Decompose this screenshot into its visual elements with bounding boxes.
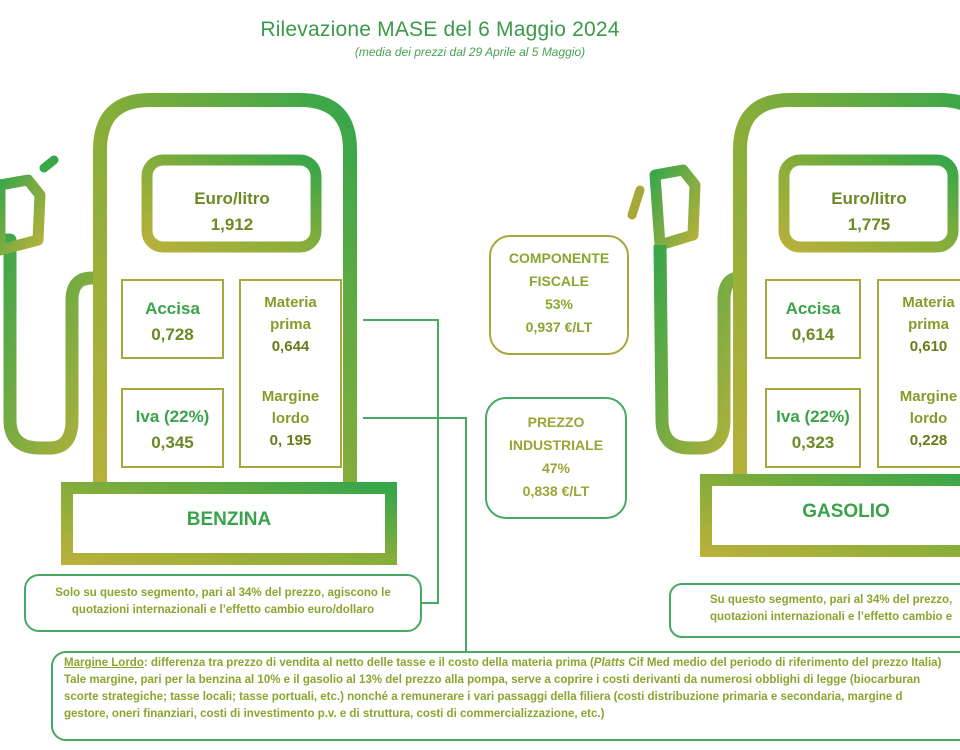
footnote-line2: Tale margine, pari per la benzina al 10%… xyxy=(64,674,921,686)
gasolio-materia-value: 0,610 xyxy=(909,338,948,355)
footnote-term: Margine Lordo xyxy=(64,657,144,669)
gasolio-iva-value: 0,323 xyxy=(791,433,835,452)
benzina-note-line1: Solo su questo segmento, pari al 34% del… xyxy=(55,587,391,599)
gasolio-name: GASOLIO xyxy=(802,501,890,522)
gasolio-note-line1: Su questo segmento, pari al 34% del prez… xyxy=(710,594,953,606)
page-subtitle: (media dei prezzi dal 29 Aprile al 5 Mag… xyxy=(354,45,586,59)
benzina-note-line2: quotazioni internazionali e l’effetto ca… xyxy=(71,604,375,616)
benzina-pump-icon xyxy=(0,93,397,565)
gasolio-materia-label-1: Materia xyxy=(902,294,955,311)
footnote-bubble xyxy=(51,651,960,741)
footnote-part2: Cif Med medio del periodo di riferimento… xyxy=(625,657,942,669)
componente-fiscale-value: 0,937 €/LT xyxy=(525,319,593,335)
footnote-part1: : differenza tra prezzo di vendita al ne… xyxy=(143,657,594,669)
componente-fiscale-bubble xyxy=(489,235,629,355)
gasolio-margine-lordo: Margine lordo 0,228 xyxy=(878,386,960,452)
gasolio-note: Su questo segmento, pari al 34% del prez… xyxy=(676,592,960,626)
gasolio-materia-prima: Materia prima 0,610 xyxy=(878,292,960,358)
gasolio-note-line2: quotazioni internazionali e l’effetto ca… xyxy=(710,611,953,623)
benzina-margine-lordo: Margine lordo 0, 195 xyxy=(240,386,341,452)
benzina-price-label: Euro/litro xyxy=(194,189,270,208)
benzina-accisa-value: 0,728 xyxy=(151,325,194,344)
gasolio-price: Euro/litro 1,775 xyxy=(789,186,949,238)
gasolio-accisa-label: Accisa xyxy=(785,299,841,318)
benzina-accisa: Accisa 0,728 xyxy=(122,296,223,348)
benzina-iva-value: 0,345 xyxy=(151,433,194,452)
componente-fiscale-line1: COMPONENTE xyxy=(508,250,610,266)
benzina-margine-label-2: lordo xyxy=(271,410,310,427)
prezzo-industriale-bubble xyxy=(485,397,627,519)
gasolio-note-bubble xyxy=(669,583,960,638)
page-title: Rilevazione MASE del 6 Maggio 2024 xyxy=(260,18,620,41)
benzina-materia-prima: Materia prima 0,644 xyxy=(240,292,341,358)
footnote-line4: gestore, oneri finanziari, costi di inve… xyxy=(64,708,605,720)
gasolio-iva: Iva (22%) 0,323 xyxy=(766,404,860,456)
benzina-name: BENZINA xyxy=(186,509,272,530)
footnote-line1: Margine Lordo: differenza tra prezzo di … xyxy=(64,655,960,672)
gasolio-margine-label-2: lordo xyxy=(909,410,948,427)
benzina-materia-label-1: Materia xyxy=(264,294,317,311)
gasolio-materia-label-2: prima xyxy=(908,316,949,333)
gasolio-price-label: Euro/litro xyxy=(831,189,907,208)
prezzo-industriale-line1: PREZZO xyxy=(527,414,585,430)
benzina-margine-label-1: Margine xyxy=(261,388,320,405)
gasolio-accisa: Accisa 0,614 xyxy=(766,296,860,348)
benzina-margine-value: 0, 195 xyxy=(269,432,312,449)
gasolio-margine-value: 0,228 xyxy=(909,432,948,449)
benzina-price: Euro/litro 1,912 xyxy=(152,186,312,238)
componente-fiscale-percent: 53% xyxy=(544,296,574,312)
gasolio-pump-icon xyxy=(627,93,960,557)
footnote-platts: Platts xyxy=(593,657,626,669)
prezzo-industriale-value: 0,838 €/LT xyxy=(522,483,590,499)
margine-lordo-footnote: Margine Lordo: differenza tra prezzo di … xyxy=(64,655,960,723)
gasolio-iva-label: Iva (22%) xyxy=(776,407,850,426)
prezzo-industriale-percent: 47% xyxy=(541,460,571,476)
benzina-note-bubble xyxy=(24,574,422,632)
gasolio-margine-label-1: Margine xyxy=(899,388,958,405)
benzina-iva-label: Iva (22%) xyxy=(135,407,210,426)
benzina-price-value: 1,912 xyxy=(210,215,254,234)
benzina-iva: Iva (22%) 0,345 xyxy=(122,404,223,456)
componente-fiscale: COMPONENTE FISCALE 53% 0,937 €/LT xyxy=(490,247,628,339)
footnote-line3: scorte strategiche; tasse locali; tasse … xyxy=(64,691,903,703)
benzina-note: Solo su questo segmento, pari al 34% del… xyxy=(30,585,416,619)
prezzo-industriale-line2: INDUSTRIALE xyxy=(508,437,604,453)
benzina-materia-value: 0,644 xyxy=(271,338,310,355)
gasolio-accisa-value: 0,614 xyxy=(791,325,835,344)
prezzo-industriale: PREZZO INDUSTRIALE 47% 0,838 €/LT xyxy=(486,411,626,503)
benzina-materia-label-2: prima xyxy=(270,316,311,333)
componente-fiscale-line2: FISCALE xyxy=(529,273,589,289)
gasolio-price-value: 1,775 xyxy=(847,215,891,234)
benzina-accisa-label: Accisa xyxy=(145,299,200,318)
